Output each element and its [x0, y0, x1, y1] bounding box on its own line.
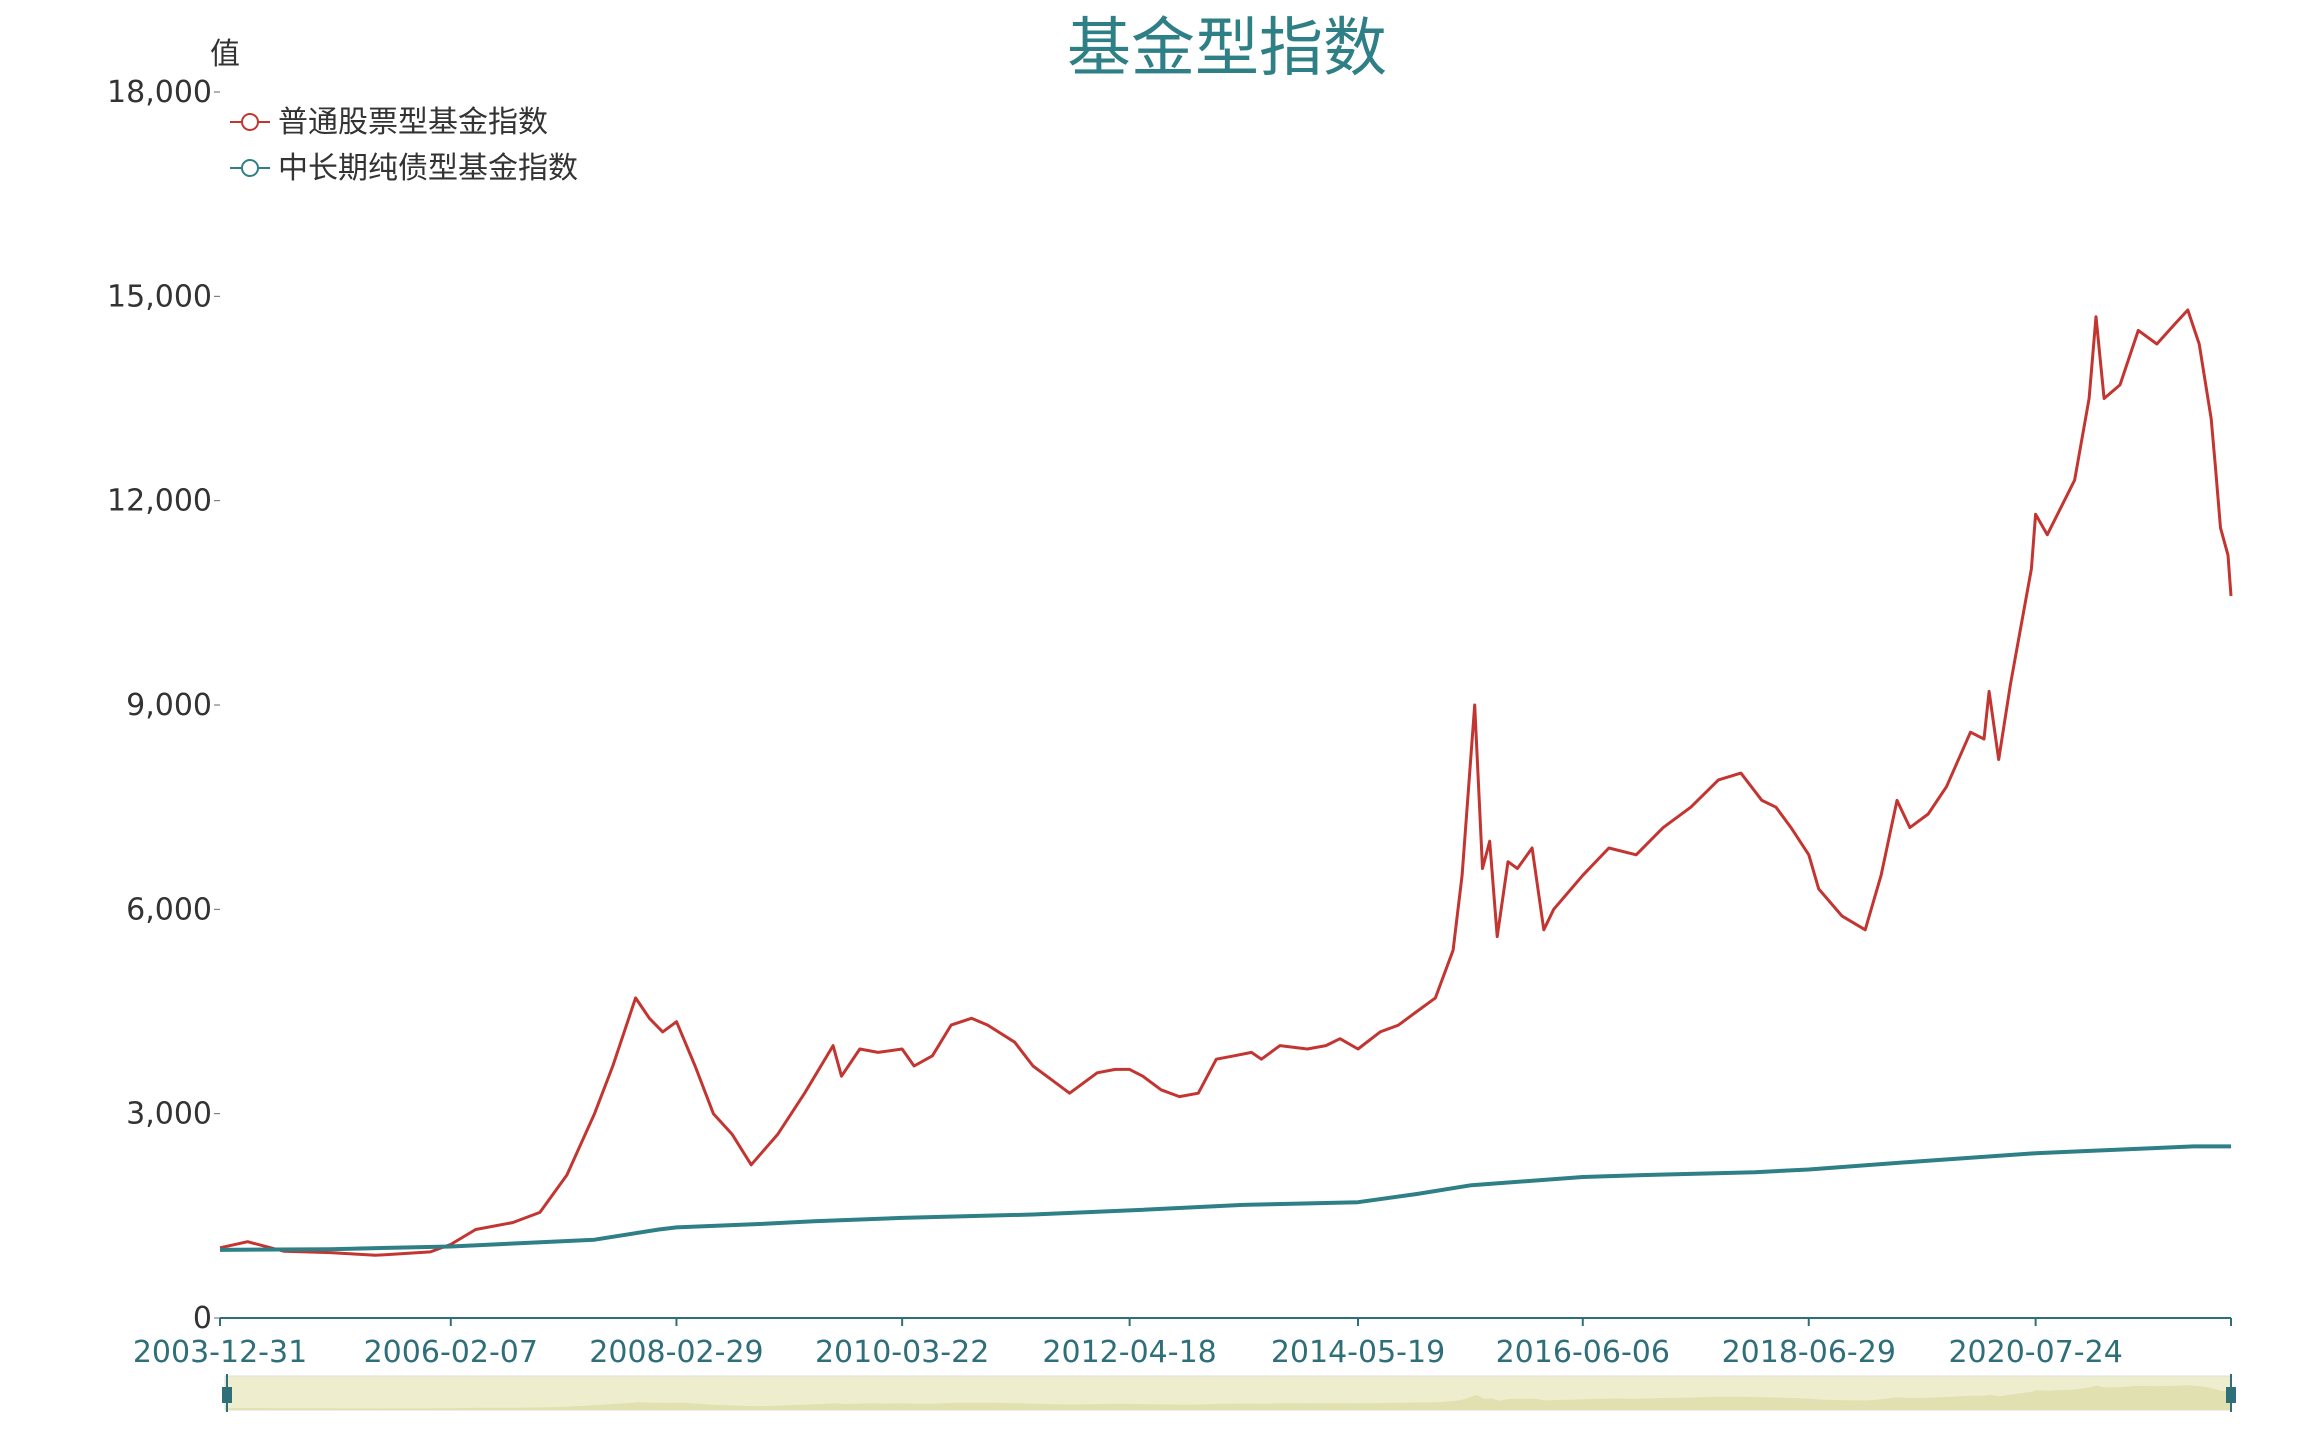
data-zoom-preview	[225, 1385, 2231, 1410]
series-line-2	[219, 1144, 2231, 1252]
legend-label: 中长期纯债型基金指数	[278, 151, 578, 186]
chart-title: 基金型指数	[1067, 12, 1387, 86]
data-zoom-handle-left[interactable]	[222, 1374, 232, 1412]
x-tick-label: 2016-06-06	[1496, 1335, 1670, 1370]
x-tick-label: 2003-12-31	[133, 1335, 307, 1370]
y-tick-label: 15,000	[107, 279, 212, 314]
y-tick-label: 0	[193, 1301, 212, 1336]
data-zoom-handle-right[interactable]	[2226, 1374, 2236, 1412]
legend-label: 普通股票型基金指数	[278, 105, 548, 140]
x-tick-label: 2012-04-18	[1042, 1335, 1216, 1370]
y-axis: 0 3,000 6,000 9,000 12,000 15,000 18,000	[107, 75, 220, 1336]
x-tick-label: 2014-05-19	[1271, 1335, 1445, 1370]
x-tick-label: 2010-03-22	[815, 1335, 989, 1370]
data-zoom-slider[interactable]	[222, 1374, 2236, 1412]
x-tick-label: 2006-02-07	[364, 1335, 538, 1370]
legend-item-1[interactable]: 普通股票型基金指数	[230, 105, 548, 140]
y-tick-label: 6,000	[126, 892, 212, 927]
x-axis: 2003-12-31 2006-02-07 2008-02-29 2010-03-22…	[133, 1317, 2232, 1370]
legend-circle-icon	[241, 159, 259, 177]
plot-area	[219, 308, 2233, 1257]
x-tick-label: 2020-07-24	[1948, 1335, 2122, 1370]
y-axis-label: 值	[210, 37, 240, 72]
y-tick-label: 9,000	[126, 688, 212, 723]
x-tick-label: 2018-06-29	[1722, 1335, 1896, 1370]
x-tick-label: 2008-02-29	[589, 1335, 763, 1370]
y-tick-label: 18,000	[107, 75, 212, 110]
y-tick-label: 12,000	[107, 484, 212, 519]
legend-circle-icon	[241, 113, 259, 131]
legend-item-2[interactable]: 中长期纯债型基金指数	[230, 151, 578, 186]
series-line-1	[219, 308, 2233, 1257]
y-tick-label: 3,000	[126, 1097, 212, 1132]
